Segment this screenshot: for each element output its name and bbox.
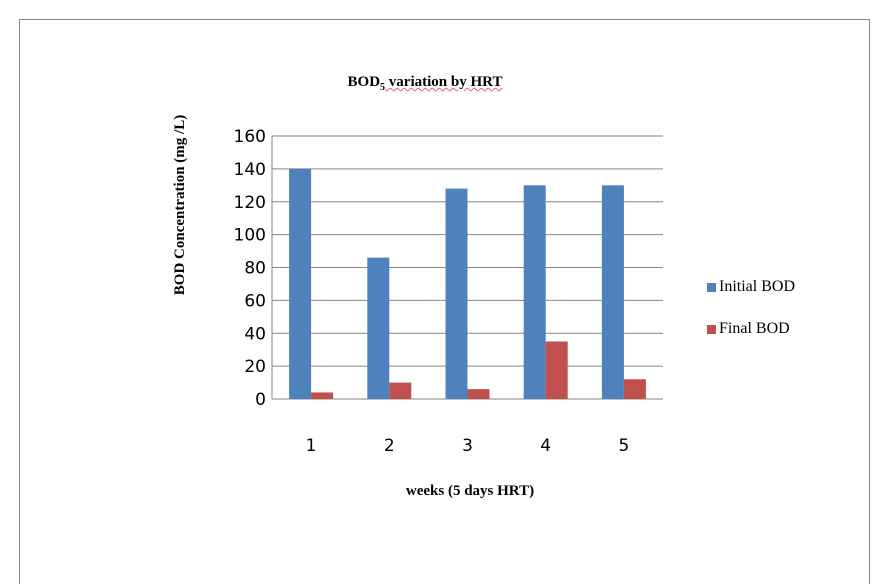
y-tick-label-140: 140 — [234, 160, 266, 180]
legend: Initial BOD Final BOD — [707, 276, 795, 360]
bar-final-bod-4 — [545, 341, 568, 399]
bar-final-bod-2 — [389, 382, 412, 399]
legend-swatch-final-bod — [707, 324, 716, 334]
legend-item-initial-bod: Initial BOD — [707, 276, 795, 298]
chart-title-subscript: 5 — [380, 82, 386, 93]
bar-initial-bod-2 — [367, 257, 390, 399]
legend-label-initial-bod: Initial BOD — [719, 278, 795, 295]
y-tick-label-120: 120 — [234, 193, 266, 213]
bar-initial-bod-4 — [523, 185, 546, 399]
bar-final-bod-3 — [467, 389, 490, 399]
bar-initial-bod-5 — [601, 185, 624, 399]
chart-title-rest: variation by HRT — [385, 74, 503, 90]
legend-item-final-bod: Final BOD — [707, 318, 795, 340]
chart-title: BOD5 variation by HRT — [265, 74, 585, 93]
x-tick-label-5: 5 — [618, 436, 629, 456]
chart-title-main: BOD — [347, 74, 381, 90]
x-tick-label-4: 4 — [540, 436, 551, 456]
chart-frame — [19, 19, 870, 584]
bar-final-bod-1 — [311, 392, 334, 399]
legend-label-final-bod: Final BOD — [719, 320, 790, 337]
legend-swatch-initial-bod — [707, 282, 716, 292]
bar-initial-bod-3 — [445, 188, 468, 399]
bar-initial-bod-1 — [289, 168, 312, 399]
x-tick-label-1: 1 — [306, 436, 317, 456]
y-tick-label-160: 160 — [234, 127, 266, 147]
y-tick-label-80: 80 — [244, 259, 266, 279]
x-tick-label-3: 3 — [462, 436, 473, 456]
y-tick-label-100: 100 — [234, 226, 266, 246]
x-axis-label: weeks (5 days HRT) — [405, 483, 535, 499]
y-tick-label-40: 40 — [244, 324, 266, 344]
y-tick-label-0: 0 — [255, 390, 266, 410]
x-tick-label-2: 2 — [384, 436, 395, 456]
bar-final-bod-5 — [623, 379, 646, 399]
y-tick-label-20: 20 — [244, 357, 266, 377]
y-tick-label-60: 60 — [244, 291, 266, 311]
